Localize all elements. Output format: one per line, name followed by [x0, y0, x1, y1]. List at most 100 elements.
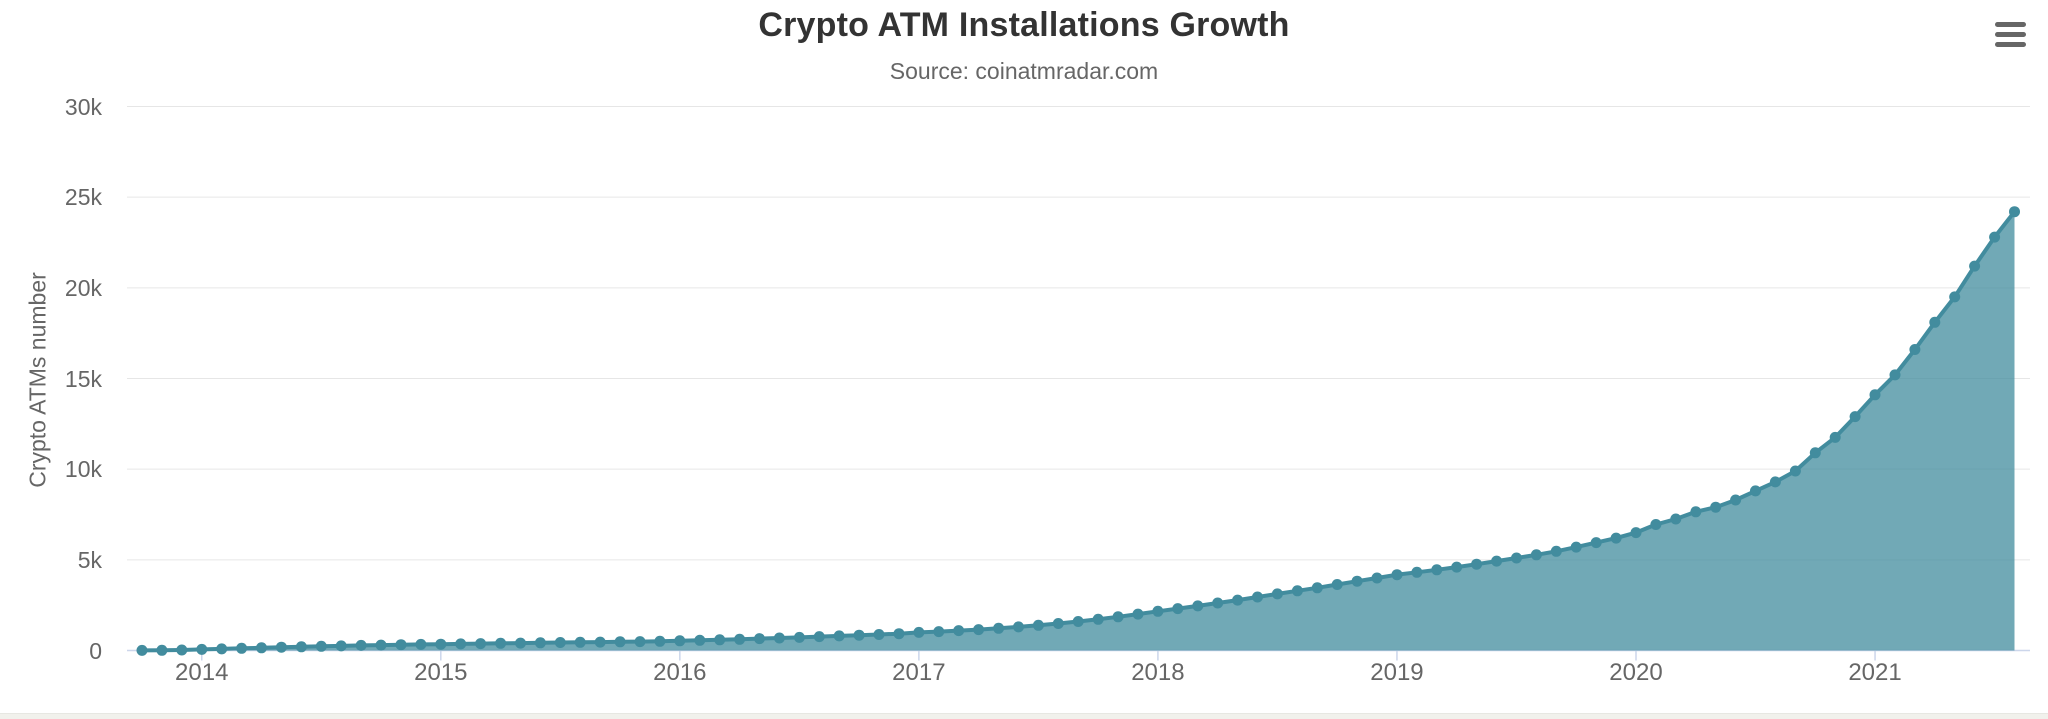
data-point-marker[interactable] — [1013, 621, 1024, 633]
data-point-marker[interactable] — [375, 639, 387, 651]
data-point-marker[interactable] — [1072, 616, 1084, 627]
data-point-marker[interactable] — [475, 638, 487, 650]
data-point-marker[interactable] — [435, 638, 447, 650]
data-point-marker[interactable] — [694, 634, 706, 646]
data-point-marker[interactable] — [1530, 549, 1542, 561]
data-point-marker[interactable] — [534, 637, 546, 649]
data-point-marker[interactable] — [1491, 555, 1503, 567]
data-point-marker[interactable] — [1750, 485, 1761, 497]
data-point-marker[interactable] — [515, 637, 526, 649]
data-point-marker[interactable] — [335, 640, 347, 652]
data-point-marker[interactable] — [1550, 545, 1562, 557]
data-point-marker[interactable] — [1909, 344, 1921, 355]
data-point-marker[interactable] — [1232, 594, 1244, 606]
data-point-marker[interactable] — [953, 625, 965, 637]
data-point-marker[interactable] — [1092, 613, 1104, 625]
data-point-marker[interactable] — [793, 631, 805, 643]
data-point-marker[interactable] — [495, 637, 507, 649]
data-point-marker[interactable] — [1989, 231, 2001, 243]
data-point-marker[interactable] — [1132, 608, 1144, 620]
data-point-marker[interactable] — [1152, 605, 1164, 617]
data-point-marker[interactable] — [1451, 561, 1463, 573]
data-point-marker[interactable] — [1052, 618, 1064, 629]
data-point-marker[interactable] — [1252, 591, 1263, 603]
data-point-marker[interactable] — [1829, 431, 1841, 443]
data-point-marker[interactable] — [1212, 597, 1224, 609]
data-point-marker[interactable] — [216, 643, 228, 655]
data-point-marker[interactable] — [1351, 575, 1363, 587]
data-point-marker[interactable] — [1869, 389, 1881, 401]
data-point-marker[interactable] — [1570, 541, 1582, 553]
data-point-marker[interactable] — [1630, 527, 1642, 539]
data-point-marker[interactable] — [196, 643, 208, 655]
data-point-marker[interactable] — [1670, 513, 1682, 525]
data-point-marker[interactable] — [574, 636, 586, 648]
data-point-marker[interactable] — [1929, 316, 1941, 328]
data-point-marker[interactable] — [315, 640, 327, 652]
data-point-marker[interactable] — [873, 629, 885, 640]
data-point-marker[interactable] — [1511, 552, 1522, 564]
data-point-marker[interactable] — [1590, 537, 1602, 549]
data-point-marker[interactable] — [674, 635, 686, 647]
data-point-marker[interactable] — [754, 633, 765, 645]
data-point-marker[interactable] — [1889, 369, 1901, 381]
data-point-marker[interactable] — [1172, 603, 1184, 615]
data-point-marker[interactable] — [295, 641, 307, 653]
data-point-marker[interactable] — [594, 636, 606, 648]
data-point-marker[interactable] — [634, 636, 646, 648]
data-point-marker[interactable] — [1471, 558, 1483, 570]
data-point-marker[interactable] — [813, 631, 825, 643]
data-point-marker[interactable] — [554, 637, 566, 648]
data-point-marker[interactable] — [1431, 564, 1443, 576]
data-point-marker[interactable] — [1311, 582, 1323, 594]
data-point-marker[interactable] — [1849, 411, 1861, 423]
data-point-marker[interactable] — [853, 629, 865, 641]
data-point-marker[interactable] — [1411, 566, 1423, 578]
data-point-marker[interactable] — [1769, 476, 1781, 488]
data-point-marker[interactable] — [395, 639, 407, 651]
data-point-marker[interactable] — [1610, 532, 1622, 544]
data-point-marker[interactable] — [1291, 585, 1303, 597]
data-point-marker[interactable] — [734, 633, 746, 645]
data-point-marker[interactable] — [1690, 506, 1702, 518]
data-point-marker[interactable] — [833, 630, 845, 642]
data-point-marker[interactable] — [1192, 600, 1204, 612]
data-point-marker[interactable] — [1391, 569, 1403, 581]
chart-context-menu-button[interactable] — [1988, 13, 2034, 57]
data-point-marker[interactable] — [1730, 494, 1742, 506]
data-point-marker[interactable] — [1809, 447, 1821, 459]
data-point-marker[interactable] — [136, 644, 148, 656]
data-point-marker[interactable] — [1331, 579, 1343, 590]
data-point-marker[interactable] — [156, 644, 168, 656]
data-point-marker[interactable] — [1949, 291, 1961, 303]
data-point-marker[interactable] — [1112, 611, 1124, 623]
data-point-marker[interactable] — [893, 628, 905, 640]
x-axis-label: 2015 — [414, 659, 468, 686]
data-point-marker[interactable] — [1650, 519, 1662, 530]
data-point-marker[interactable] — [355, 639, 367, 651]
data-point-marker[interactable] — [1710, 501, 1722, 513]
data-point-marker[interactable] — [913, 626, 925, 638]
data-point-marker[interactable] — [415, 638, 427, 650]
data-point-marker[interactable] — [1271, 588, 1283, 600]
data-point-marker[interactable] — [2009, 206, 2020, 218]
data-point-marker[interactable] — [1969, 260, 1981, 272]
data-point-marker[interactable] — [714, 634, 726, 646]
data-point-marker[interactable] — [973, 624, 985, 636]
data-point-marker[interactable] — [654, 635, 666, 647]
page-background-strip — [0, 713, 2048, 719]
data-point-marker[interactable] — [455, 638, 467, 650]
data-point-marker[interactable] — [773, 632, 785, 644]
data-point-marker[interactable] — [614, 636, 626, 648]
data-point-marker[interactable] — [993, 622, 1005, 634]
data-point-marker[interactable] — [1032, 619, 1044, 631]
data-point-marker[interactable] — [236, 642, 248, 654]
data-point-marker[interactable] — [275, 641, 287, 653]
data-point-marker[interactable] — [1789, 465, 1801, 477]
data-point-marker[interactable] — [256, 642, 267, 654]
data-point-marker[interactable] — [933, 626, 945, 638]
data-point-marker[interactable] — [176, 644, 188, 656]
x-axis-label: 2016 — [653, 659, 707, 686]
data-point-marker[interactable] — [1371, 572, 1383, 584]
